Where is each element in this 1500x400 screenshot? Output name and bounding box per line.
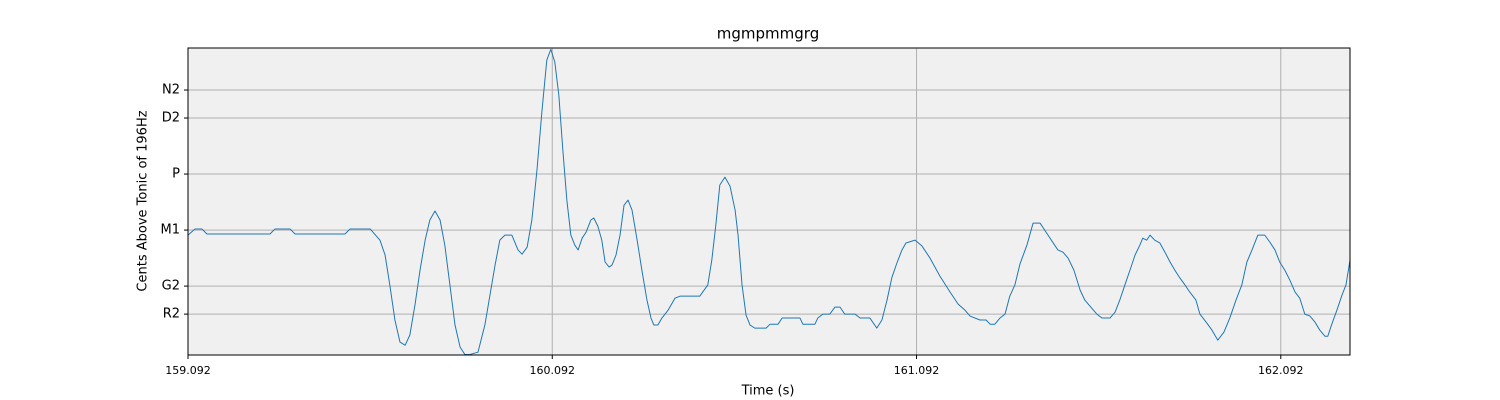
x-tick-label: 160.092: [530, 364, 576, 377]
chart-title: mgmpmmgrg: [717, 25, 819, 43]
y-axis-label: Cents Above Tonic of 196Hz: [136, 110, 151, 291]
y-tick-label: N2: [162, 83, 180, 98]
plot-frame: [187, 47, 1351, 356]
x-tick-label: 162.092: [1258, 364, 1304, 377]
y-tick-label: P: [172, 167, 180, 182]
x-tick-label: 159.092: [165, 364, 211, 377]
pitch-line: [188, 48, 1350, 355]
y-tick-label: G2: [162, 279, 180, 294]
x-tick-label: 161.092: [894, 364, 940, 377]
x-axis-label: Time (s): [741, 384, 795, 399]
plot-area: [188, 48, 1350, 355]
y-tick-label: D2: [162, 111, 180, 126]
y-tick-label: R2: [163, 307, 180, 322]
y-tick-label: M1: [161, 223, 181, 238]
